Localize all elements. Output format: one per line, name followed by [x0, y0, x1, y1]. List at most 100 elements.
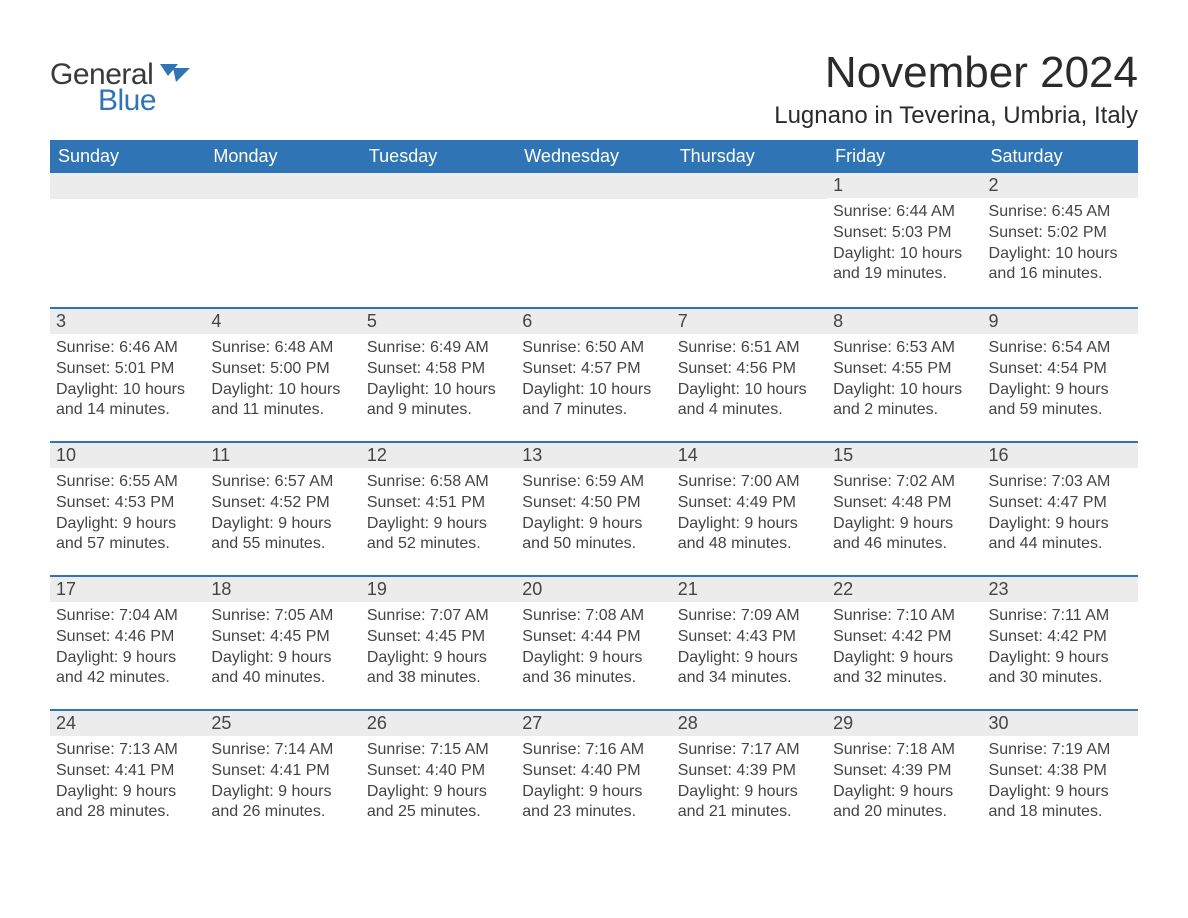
day-details: Sunrise: 7:04 AMSunset: 4:46 PMDaylight:…: [50, 602, 205, 693]
sunset-line: Sunset: 4:48 PM: [833, 493, 976, 514]
day-details: Sunrise: 6:44 AMSunset: 5:03 PMDaylight:…: [827, 198, 982, 289]
day-details: Sunrise: 7:16 AMSunset: 4:40 PMDaylight:…: [516, 736, 671, 827]
calendar-day-cell: 10Sunrise: 6:55 AMSunset: 4:53 PMDayligh…: [50, 441, 205, 575]
day-details: Sunrise: 7:13 AMSunset: 4:41 PMDaylight:…: [50, 736, 205, 827]
day-number: 6: [516, 307, 671, 334]
day-details: Sunrise: 6:55 AMSunset: 4:53 PMDaylight:…: [50, 468, 205, 559]
day-details: Sunrise: 6:51 AMSunset: 4:56 PMDaylight:…: [672, 334, 827, 425]
daylight-line: Daylight: 9 hours and 30 minutes.: [989, 648, 1132, 690]
day-details: Sunrise: 6:54 AMSunset: 4:54 PMDaylight:…: [983, 334, 1138, 425]
daylight-line: Daylight: 10 hours and 7 minutes.: [522, 380, 665, 422]
calendar-day-cell: 4Sunrise: 6:48 AMSunset: 5:00 PMDaylight…: [205, 307, 360, 441]
day-number: 8: [827, 307, 982, 334]
calendar-day-cell: 30Sunrise: 7:19 AMSunset: 4:38 PMDayligh…: [983, 709, 1138, 843]
day-details: Sunrise: 7:11 AMSunset: 4:42 PMDaylight:…: [983, 602, 1138, 693]
sunrise-line: Sunrise: 6:59 AM: [522, 472, 665, 493]
daylight-line: Daylight: 9 hours and 55 minutes.: [211, 514, 354, 556]
calendar-day-cell: [361, 173, 516, 307]
day-details: Sunrise: 6:46 AMSunset: 5:01 PMDaylight:…: [50, 334, 205, 425]
sunset-line: Sunset: 4:52 PM: [211, 493, 354, 514]
day-details: Sunrise: 7:05 AMSunset: 4:45 PMDaylight:…: [205, 602, 360, 693]
daylight-line: Daylight: 9 hours and 21 minutes.: [678, 782, 821, 824]
day-details: Sunrise: 7:19 AMSunset: 4:38 PMDaylight:…: [983, 736, 1138, 827]
day-details: Sunrise: 6:53 AMSunset: 4:55 PMDaylight:…: [827, 334, 982, 425]
calendar-day-cell: 1Sunrise: 6:44 AMSunset: 5:03 PMDaylight…: [827, 173, 982, 307]
sunset-line: Sunset: 4:45 PM: [211, 627, 354, 648]
sunrise-line: Sunrise: 6:49 AM: [367, 338, 510, 359]
day-details: Sunrise: 6:59 AMSunset: 4:50 PMDaylight:…: [516, 468, 671, 559]
daylight-line: Daylight: 9 hours and 50 minutes.: [522, 514, 665, 556]
weekday-header: Wednesday: [516, 140, 671, 173]
day-details: Sunrise: 7:00 AMSunset: 4:49 PMDaylight:…: [672, 468, 827, 559]
daylight-line: Daylight: 9 hours and 42 minutes.: [56, 648, 199, 690]
sunrise-line: Sunrise: 6:44 AM: [833, 202, 976, 223]
sunrise-line: Sunrise: 6:45 AM: [989, 202, 1132, 223]
sunrise-line: Sunrise: 7:18 AM: [833, 740, 976, 761]
day-number: 13: [516, 441, 671, 468]
sunrise-line: Sunrise: 7:02 AM: [833, 472, 976, 493]
calendar-week-row: 10Sunrise: 6:55 AMSunset: 4:53 PMDayligh…: [50, 441, 1138, 575]
day-details: Sunrise: 7:10 AMSunset: 4:42 PMDaylight:…: [827, 602, 982, 693]
sunrise-line: Sunrise: 7:00 AM: [678, 472, 821, 493]
sunset-line: Sunset: 4:56 PM: [678, 359, 821, 380]
empty-day-strip: [672, 173, 827, 199]
sunrise-line: Sunrise: 7:05 AM: [211, 606, 354, 627]
sunrise-line: Sunrise: 7:13 AM: [56, 740, 199, 761]
sunrise-line: Sunrise: 7:09 AM: [678, 606, 821, 627]
sunset-line: Sunset: 4:40 PM: [522, 761, 665, 782]
daylight-line: Daylight: 9 hours and 40 minutes.: [211, 648, 354, 690]
day-details: Sunrise: 6:58 AMSunset: 4:51 PMDaylight:…: [361, 468, 516, 559]
day-number: 3: [50, 307, 205, 334]
sunset-line: Sunset: 4:47 PM: [989, 493, 1132, 514]
day-number: 22: [827, 575, 982, 602]
sunrise-line: Sunrise: 7:17 AM: [678, 740, 821, 761]
logo-flag-icon: [160, 64, 190, 89]
weekday-header: Friday: [827, 140, 982, 173]
calendar-day-cell: [516, 173, 671, 307]
sunset-line: Sunset: 4:41 PM: [56, 761, 199, 782]
daylight-line: Daylight: 9 hours and 20 minutes.: [833, 782, 976, 824]
sunrise-line: Sunrise: 7:03 AM: [989, 472, 1132, 493]
calendar-day-cell: 26Sunrise: 7:15 AMSunset: 4:40 PMDayligh…: [361, 709, 516, 843]
sunset-line: Sunset: 4:45 PM: [367, 627, 510, 648]
day-number: 12: [361, 441, 516, 468]
sunset-line: Sunset: 5:01 PM: [56, 359, 199, 380]
calendar-day-cell: 11Sunrise: 6:57 AMSunset: 4:52 PMDayligh…: [205, 441, 360, 575]
daylight-line: Daylight: 9 hours and 18 minutes.: [989, 782, 1132, 824]
daylight-line: Daylight: 9 hours and 25 minutes.: [367, 782, 510, 824]
day-details: Sunrise: 6:57 AMSunset: 4:52 PMDaylight:…: [205, 468, 360, 559]
sunrise-line: Sunrise: 7:04 AM: [56, 606, 199, 627]
weekday-header: Thursday: [672, 140, 827, 173]
sunrise-line: Sunrise: 6:46 AM: [56, 338, 199, 359]
sunrise-line: Sunrise: 6:58 AM: [367, 472, 510, 493]
sunset-line: Sunset: 4:57 PM: [522, 359, 665, 380]
daylight-line: Daylight: 9 hours and 44 minutes.: [989, 514, 1132, 556]
calendar-day-cell: 29Sunrise: 7:18 AMSunset: 4:39 PMDayligh…: [827, 709, 982, 843]
day-number: 23: [983, 575, 1138, 602]
calendar-day-cell: 3Sunrise: 6:46 AMSunset: 5:01 PMDaylight…: [50, 307, 205, 441]
day-number: 2: [983, 173, 1138, 198]
calendar-day-cell: 20Sunrise: 7:08 AMSunset: 4:44 PMDayligh…: [516, 575, 671, 709]
calendar-week-row: 17Sunrise: 7:04 AMSunset: 4:46 PMDayligh…: [50, 575, 1138, 709]
sunset-line: Sunset: 4:51 PM: [367, 493, 510, 514]
calendar-day-cell: 5Sunrise: 6:49 AMSunset: 4:58 PMDaylight…: [361, 307, 516, 441]
sunrise-line: Sunrise: 6:51 AM: [678, 338, 821, 359]
daylight-line: Daylight: 9 hours and 36 minutes.: [522, 648, 665, 690]
daylight-line: Daylight: 9 hours and 46 minutes.: [833, 514, 976, 556]
sunrise-line: Sunrise: 6:48 AM: [211, 338, 354, 359]
day-number: 21: [672, 575, 827, 602]
day-number: 28: [672, 709, 827, 736]
empty-day-strip: [361, 173, 516, 199]
daylight-line: Daylight: 9 hours and 59 minutes.: [989, 380, 1132, 422]
sunset-line: Sunset: 4:46 PM: [56, 627, 199, 648]
day-number: 29: [827, 709, 982, 736]
weekday-header-row: SundayMondayTuesdayWednesdayThursdayFrid…: [50, 140, 1138, 173]
day-details: Sunrise: 7:07 AMSunset: 4:45 PMDaylight:…: [361, 602, 516, 693]
sunset-line: Sunset: 4:58 PM: [367, 359, 510, 380]
daylight-line: Daylight: 9 hours and 48 minutes.: [678, 514, 821, 556]
sunrise-line: Sunrise: 6:54 AM: [989, 338, 1132, 359]
daylight-line: Daylight: 10 hours and 16 minutes.: [989, 244, 1132, 286]
calendar-day-cell: 21Sunrise: 7:09 AMSunset: 4:43 PMDayligh…: [672, 575, 827, 709]
calendar-day-cell: 13Sunrise: 6:59 AMSunset: 4:50 PMDayligh…: [516, 441, 671, 575]
calendar-week-row: 24Sunrise: 7:13 AMSunset: 4:41 PMDayligh…: [50, 709, 1138, 843]
